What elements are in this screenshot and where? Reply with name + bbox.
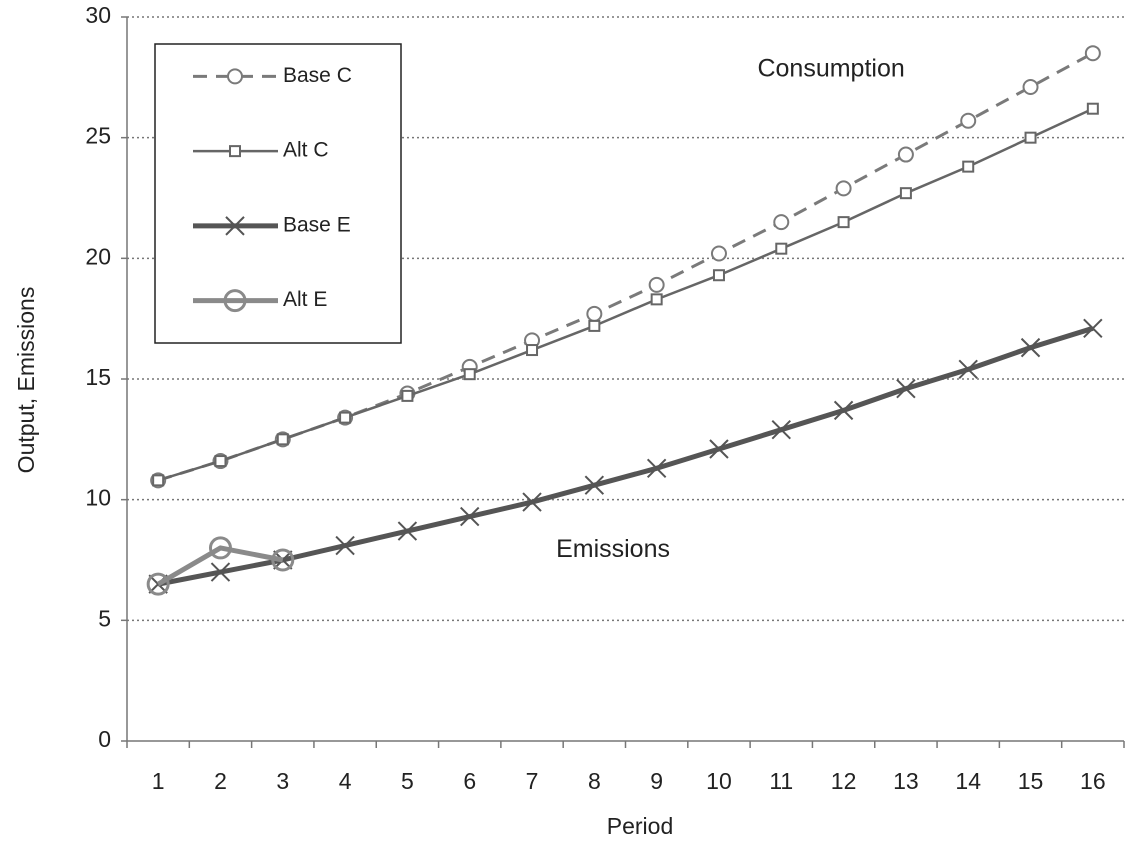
data-point [1024, 131, 1037, 144]
series-line [157, 325, 1094, 587]
x-tick-label: 15 [1018, 768, 1044, 794]
data-point [1083, 318, 1103, 339]
data-point [958, 359, 978, 380]
data-point [522, 492, 542, 512]
data-point [152, 474, 165, 487]
data-point [896, 378, 916, 399]
data-point [1022, 78, 1039, 95]
legend-label: Alt C [283, 139, 329, 162]
y-axis-label: Output, Emissions [13, 287, 39, 474]
data-point [208, 536, 232, 560]
data-point [397, 521, 418, 541]
data-point [463, 368, 476, 381]
data-point [1086, 102, 1099, 115]
legend-label: Base E [283, 213, 351, 236]
legend-label: Alt E [283, 288, 327, 311]
x-tick-label: 5 [401, 768, 414, 794]
data-point [146, 572, 170, 596]
y-tick-label: 25 [85, 123, 111, 149]
x-tick-label: 2 [214, 768, 227, 794]
data-point [960, 112, 977, 129]
x-tick-label: 7 [526, 768, 539, 794]
x-tick-label: 16 [1080, 768, 1106, 794]
legend-marker [229, 145, 241, 158]
data-point [460, 506, 480, 527]
data-point [588, 319, 601, 332]
x-tick-label: 4 [339, 768, 352, 794]
data-point [771, 419, 791, 440]
data-point [339, 411, 352, 424]
annotation: Emissions [556, 535, 670, 563]
data-point [586, 305, 603, 322]
data-point [1020, 337, 1041, 358]
series-line [156, 545, 284, 587]
legend-marker [227, 68, 243, 85]
y-tick-label: 15 [85, 364, 111, 390]
data-point [646, 458, 667, 479]
legend-box [154, 43, 402, 344]
data-point [835, 180, 852, 197]
data-point [401, 389, 414, 402]
y-tick-label: 0 [98, 726, 111, 752]
data-point [276, 433, 289, 446]
data-point [526, 344, 539, 357]
data-point [1084, 45, 1101, 62]
y-tick-label: 30 [85, 2, 111, 28]
data-point [271, 548, 295, 572]
x-tick-label: 12 [831, 768, 857, 794]
data-point [775, 242, 788, 255]
x-tick-label: 3 [276, 768, 289, 794]
data-point [833, 400, 854, 421]
x-tick-label: 14 [955, 768, 981, 794]
data-point [710, 245, 727, 262]
data-point [837, 216, 850, 229]
data-point [709, 439, 729, 459]
x-tick-label: 1 [152, 768, 165, 794]
annotation: Consumption [757, 55, 904, 83]
x-tick-label: 13 [893, 768, 919, 794]
y-tick-label: 10 [85, 485, 111, 511]
series-line [157, 107, 1094, 482]
y-tick-label: 20 [85, 243, 111, 269]
legend-marker [225, 216, 245, 236]
x-tick-label: 11 [769, 768, 793, 794]
data-point [899, 187, 912, 200]
data-point [335, 535, 355, 556]
x-axis-label: Period [607, 813, 673, 839]
data-point [584, 475, 605, 495]
x-tick-label: 10 [706, 768, 732, 794]
data-point [897, 146, 914, 163]
data-point [648, 276, 665, 293]
legend: Base C Alt C Base E Alt E [154, 43, 402, 344]
data-point [650, 293, 663, 306]
data-point [962, 160, 975, 173]
x-tick-label: 9 [650, 768, 663, 794]
x-tick-label: 6 [463, 768, 476, 794]
x-tick-label: 8 [588, 768, 601, 794]
data-point [214, 455, 227, 468]
data-point [773, 214, 790, 231]
data-point [210, 562, 231, 582]
y-tick-label: 5 [98, 605, 111, 631]
legend-marker [223, 289, 247, 313]
legend-label: Base C [283, 64, 352, 87]
data-point [712, 269, 725, 282]
